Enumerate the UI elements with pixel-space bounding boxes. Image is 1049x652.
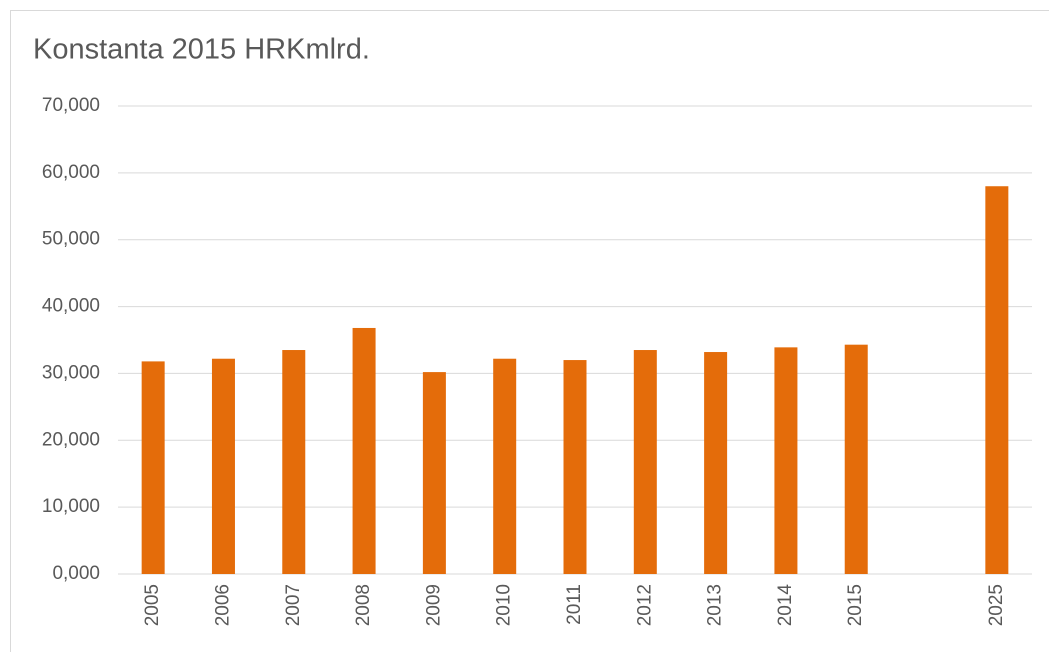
x-tick-label: 2008 (353, 584, 374, 626)
bar (633, 350, 657, 574)
x-tick-label: 2011 (564, 584, 585, 625)
x-tick-label: 2009 (423, 584, 444, 626)
x-tick-label: 2007 (283, 584, 304, 626)
x-tick-label: 2005 (142, 584, 163, 626)
bar (352, 327, 376, 574)
y-tick-label: 70,000 (42, 95, 100, 116)
bar (422, 372, 446, 574)
y-tick-label: 10,000 (42, 496, 100, 517)
y-tick-label: 30,000 (42, 362, 100, 383)
chart-frame (10, 10, 1049, 652)
y-tick-label: 50,000 (42, 229, 100, 250)
x-tick-label: 2012 (634, 584, 655, 626)
y-tick-label: 0,000 (52, 563, 100, 584)
bar (493, 358, 517, 574)
y-tick-label: 20,000 (42, 429, 100, 450)
y-tick-label: 60,000 (42, 162, 100, 183)
bar (985, 186, 1009, 574)
bar (844, 344, 868, 574)
bar (563, 360, 587, 574)
chart-title: Konstanta 2015 HRKmlrd. (33, 34, 370, 66)
bar (704, 352, 728, 574)
x-tick-label: 2013 (705, 584, 726, 626)
bar (211, 358, 235, 574)
bar (141, 361, 165, 574)
x-tick-label: 2015 (845, 584, 866, 626)
bar (774, 347, 798, 574)
y-tick-label: 40,000 (42, 296, 100, 317)
x-tick-label: 2006 (212, 584, 233, 626)
x-tick-label: 2010 (494, 584, 515, 626)
bar (282, 350, 306, 574)
x-tick-label: 2025 (986, 584, 1007, 626)
x-tick-label: 2014 (775, 584, 796, 627)
